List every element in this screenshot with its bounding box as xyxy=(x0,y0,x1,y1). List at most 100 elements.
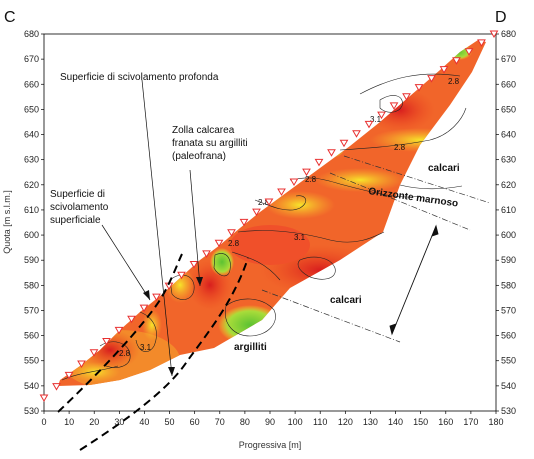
electrode-marker xyxy=(327,149,336,157)
contour-label: 2.8 xyxy=(119,349,131,358)
electrode-marker xyxy=(152,293,161,302)
y-tick-label-right: 560 xyxy=(501,331,516,341)
shallow-slip-annotation-line1: Superficie di xyxy=(50,189,105,200)
shallow-slip-line xyxy=(57,253,183,413)
y-tick-label-right: 680 xyxy=(501,29,516,39)
x-tick-label: 160 xyxy=(438,417,453,427)
calcari-lower-label: calcari xyxy=(330,295,362,306)
x-axis: 0 10 20 30 40 50 60 70 80 90 100 110 120 130 140 150 160… xyxy=(41,411,504,427)
electrode-marker xyxy=(102,338,111,346)
electrode-marker xyxy=(314,158,324,167)
electrode-marker xyxy=(452,57,461,65)
electrode-marker xyxy=(377,111,386,120)
y-tick-label-right: 590 xyxy=(501,255,516,265)
x-tick-label: 40 xyxy=(139,417,149,427)
block-annotation-line3: (paleofrana) xyxy=(172,151,226,162)
x-tick-label: 130 xyxy=(363,417,378,427)
electrode-marker xyxy=(339,139,349,148)
electrode-marker xyxy=(402,93,411,101)
electrode-marker xyxy=(352,130,361,138)
electrode-marker xyxy=(77,360,86,369)
electrode-marker xyxy=(214,239,224,248)
x-tick-label: 110 xyxy=(313,417,327,427)
x-tick-label: 70 xyxy=(215,417,225,427)
leader-lines xyxy=(101,79,201,377)
argilliti-label: argilliti xyxy=(234,342,267,353)
y-tick-label-right: 650 xyxy=(501,104,516,114)
deep-slip-annotation: Superficie di scivolamento profonda xyxy=(60,72,219,83)
y-tick-label: 590 xyxy=(24,255,39,265)
y-tick-label-right: 630 xyxy=(501,155,516,165)
contour-label: 3.1 xyxy=(370,115,382,124)
thickness-arrow xyxy=(389,224,439,336)
electrode-marker xyxy=(439,66,449,74)
x-tick-label: 50 xyxy=(165,417,175,427)
y-tick-label: 670 xyxy=(24,54,39,64)
shallow-slip-annotation-line2: scivolamento xyxy=(50,202,109,213)
y-tick-label-right: 530 xyxy=(501,406,516,416)
section-end-label: D xyxy=(495,9,507,26)
y-tick-label-right: 620 xyxy=(501,180,516,190)
isolines xyxy=(61,73,467,381)
y-tick-label: 540 xyxy=(24,381,39,391)
x-tick-label: 120 xyxy=(338,417,353,427)
contour-label: 2.8 xyxy=(305,175,317,184)
x-tick-label: 80 xyxy=(240,417,250,427)
section-start-label: C xyxy=(4,9,16,26)
electrode-marker xyxy=(239,218,249,227)
electrode-marker xyxy=(264,198,274,206)
y-axis-right: 530 540 550 560 570 580 590 600 610 620 630 640 650 6… xyxy=(496,29,516,416)
y-tick-label: 560 xyxy=(24,331,39,341)
y-axis-label: Quota [m s.l.m.] xyxy=(2,190,12,254)
x-tick-label: 60 xyxy=(190,417,200,427)
contour-label: 3.1 xyxy=(140,343,152,352)
y-tick-label-right: 580 xyxy=(501,280,516,290)
y-tick-label-right: 640 xyxy=(501,130,516,140)
electrode-marker xyxy=(289,178,299,186)
electrode-marker xyxy=(464,48,474,56)
electrode-marker xyxy=(139,304,149,313)
electrode-marker xyxy=(127,315,136,324)
x-tick-label: 170 xyxy=(463,417,478,427)
y-tick-label-right: 550 xyxy=(501,356,516,366)
y-tick-label: 650 xyxy=(24,104,39,114)
boundary-lines xyxy=(261,155,491,343)
electrode-marker xyxy=(477,39,486,47)
y-tick-label: 680 xyxy=(24,29,39,39)
x-tick-label: 90 xyxy=(265,417,275,427)
x-tick-label: 100 xyxy=(288,417,303,427)
electrode-marker xyxy=(177,271,186,280)
electrode-marker xyxy=(64,371,74,380)
y-tick-label-right: 600 xyxy=(501,230,516,240)
electrode-marker xyxy=(89,349,99,357)
y-tick-label: 640 xyxy=(24,130,39,140)
y-tick-label: 580 xyxy=(24,280,39,290)
electrode-marker xyxy=(364,120,374,129)
y-tick-label: 630 xyxy=(24,155,39,165)
isoline-labels: 2.8 3.1 2.8 2.8 2.8 3.1 2.8 3.1 2.8 xyxy=(119,77,460,358)
x-tick-label: 0 xyxy=(41,417,46,427)
x-tick-label: 20 xyxy=(89,417,99,427)
contour-label: 3.1 xyxy=(294,233,306,242)
contour-label: 2.8 xyxy=(228,239,240,248)
contour-label: 2.8 xyxy=(448,77,460,86)
y-axis-left: 530 540 550 560 570 580 590 600 610 620 630 640 650 6… xyxy=(24,29,44,416)
slip-surfaces xyxy=(57,253,249,451)
electrode-markers xyxy=(39,30,499,402)
electrode-marker xyxy=(414,84,424,92)
electrode-marker xyxy=(252,208,261,217)
electrode-marker xyxy=(227,229,236,237)
calcari-upper-label: calcari xyxy=(428,163,460,174)
y-tick-label: 600 xyxy=(24,230,39,240)
leader-arrowheads xyxy=(143,277,203,376)
shallow-slip-annotation-line3: superficiale xyxy=(50,215,101,226)
electrode-marker xyxy=(114,326,124,335)
electrode-marker xyxy=(202,250,211,258)
x-tick-label: 30 xyxy=(114,417,124,427)
x-tick-label: 150 xyxy=(413,417,428,427)
electrode-marker xyxy=(427,75,436,83)
x-tick-label: 10 xyxy=(64,417,74,427)
electrode-marker xyxy=(39,394,49,402)
y-tick-label: 620 xyxy=(24,180,39,190)
